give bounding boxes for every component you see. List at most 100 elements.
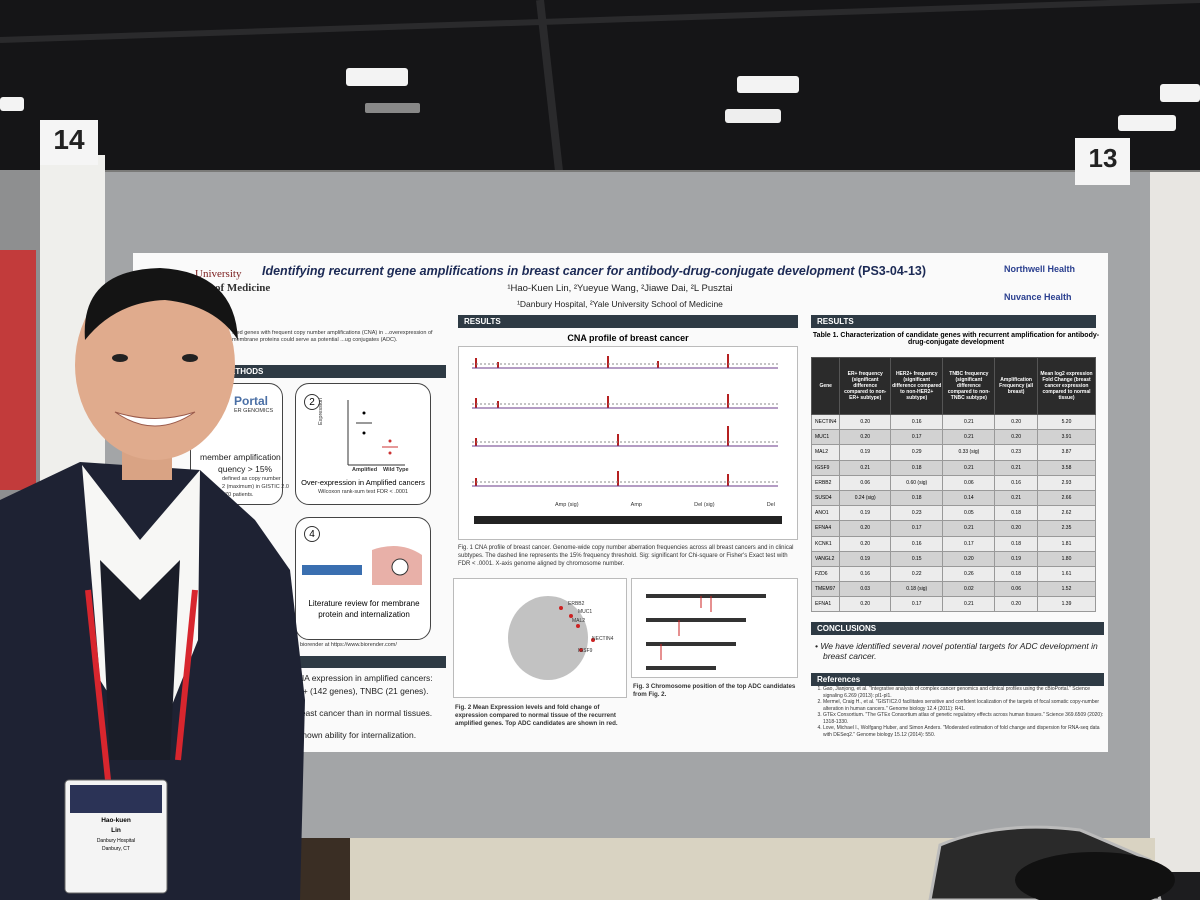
table-cell: 0.06	[942, 474, 996, 491]
box-text: member amplification	[200, 452, 281, 462]
section-header: RESULTS	[458, 315, 798, 328]
table-cell: 0.18 (sig)	[889, 581, 944, 598]
table-cell: 0.19	[839, 444, 891, 461]
table-cell: 0.21	[942, 596, 996, 613]
badge-name: Hao-kuen	[101, 817, 131, 824]
booth-number: 14	[53, 124, 85, 155]
legend-entry: Amp	[630, 502, 642, 508]
table-cell: 0.16	[889, 413, 944, 431]
table-cell: 0.22	[889, 565, 944, 583]
table-cell: 3.91	[1037, 429, 1096, 446]
conclusion: • We have identified several novel poten…	[815, 641, 1098, 661]
table-cell: 0.16	[889, 535, 944, 552]
legend: Amp (sig) Amp Del (sig) Del	[555, 502, 775, 509]
table-cell: MUC1	[810, 429, 841, 446]
table-cell: 0.20	[994, 429, 1039, 446]
table-cell: 0.21	[994, 459, 1039, 476]
box-text: Portal	[234, 394, 269, 408]
reference: Mermel, Craig H., et al. "GISTIC2.0 faci…	[823, 699, 1104, 712]
table-row: IGSF9 0.21 0.18 0.21 0.21 3.58	[810, 459, 1096, 476]
table-cell: 0.06	[994, 581, 1039, 598]
table-cell: 2.62	[1037, 505, 1096, 522]
box-text: Over-expression in Amplified cancers	[301, 478, 425, 487]
table-cell: 0.21	[839, 459, 891, 476]
reference: Love, Michael I., Wolfgang Huber, and Si…	[823, 725, 1104, 738]
table-cell: 3.87	[1037, 444, 1096, 461]
table-cell: SUSD4	[810, 489, 841, 507]
table-wrap: Gene ER+ frequency (significant differenc…	[810, 357, 1096, 613]
column-header: HER2+ frequency (significant difference …	[889, 357, 944, 415]
point-label: ERBB2	[568, 601, 585, 607]
table-cell: EFNA4	[810, 520, 841, 537]
badge-location: Danbury, CT	[102, 846, 130, 852]
table-cell: 0.02	[942, 581, 996, 598]
table-row: EFNA1 0.20 0.17 0.21 0.20 1.39	[810, 596, 1096, 613]
table-cell: 0.20	[942, 550, 996, 567]
poster-title: Identifying recurrent gene amplification…	[262, 264, 926, 278]
box-text: defined as copy number	[222, 476, 281, 482]
result-text: 2+ (142 genes), TNBC (21 genes).	[298, 686, 429, 696]
table-cell: ERBB2	[810, 474, 841, 491]
figure-caption: Fig. 1 CNA profile of breast cancer. Gen…	[458, 545, 794, 567]
point-label: MAL2	[572, 618, 586, 624]
title: Identifying recurrent gene amplification…	[262, 264, 855, 278]
table-cell: 0.18	[994, 505, 1039, 522]
table-cell: 0.05	[942, 505, 996, 522]
table-title: Table 1. Characterization of candidate g…	[812, 332, 1100, 346]
badge-name: Lin	[111, 827, 121, 834]
column-header: Amplification Frequency (all breast)	[994, 357, 1039, 415]
chromosome-figure	[631, 578, 798, 678]
person	[0, 268, 305, 900]
box-text: 2 (maximum) in GISTIC 2.0	[222, 484, 289, 490]
table-cell: 0.33 (sig)	[942, 444, 996, 461]
section-header	[300, 656, 446, 668]
table-cell: 2.66	[1037, 489, 1096, 507]
table-cell: 0.17	[889, 520, 944, 537]
result-text: known ability for internalization.	[298, 730, 417, 740]
credit: biorender at https://www.biorender.com/	[300, 642, 397, 648]
section-header: RESULTS	[811, 315, 1096, 328]
box-text: 970 patients.	[222, 492, 254, 498]
table-cell: 0.20	[839, 520, 891, 537]
result-text: NA expression in amplified cancers:	[298, 673, 433, 683]
header-row: Gene ER+ frequency (significant differenc…	[810, 357, 1096, 415]
table-cell: 0.18	[889, 459, 944, 476]
table-row: FZD6 0.16 0.22 0.26 0.18 1.61	[810, 565, 1096, 583]
table-cell: NECTIN4	[810, 413, 841, 431]
table-cell: 0.03	[839, 581, 891, 598]
table-cell: 2.35	[1037, 520, 1096, 537]
table-cell: TMEM97	[810, 581, 841, 598]
cna-figure	[458, 346, 798, 540]
logo-text: University	[195, 268, 242, 280]
table-cell: 0.20	[994, 596, 1039, 613]
axis-label: Amplified	[352, 467, 378, 473]
table-row: ANO1 0.19 0.23 0.05 0.18 2.62	[810, 505, 1096, 522]
table-cell: 0.23	[994, 444, 1039, 461]
box-text: Literature review for membrane protein a…	[308, 599, 420, 620]
logo-text: of Medicine	[215, 282, 271, 294]
table-cell: 1.52	[1037, 581, 1096, 598]
table-cell: KCNK1	[810, 535, 841, 552]
table-cell: 0.29	[889, 444, 944, 461]
table-row: VANGL2 0.19 0.15 0.20 0.19 1.80	[810, 550, 1096, 567]
table-cell: 0.06	[839, 474, 891, 491]
table: Gene ER+ frequency (significant differenc…	[810, 357, 1096, 613]
table-cell: 0.16	[994, 474, 1039, 491]
section-header: ETHODS	[228, 365, 446, 378]
table-row: TMEM97 0.03 0.18 (sig) 0.02 0.06 1.52	[810, 581, 1096, 598]
table-cell: 0.15	[889, 550, 944, 567]
section-header: References	[811, 673, 1104, 686]
table-cell: 0.60 (sig)	[889, 474, 944, 491]
table-cell: FZD6	[810, 565, 841, 583]
table-cell: VANGL2	[810, 550, 841, 567]
section-header: CONCLUSIONS	[811, 622, 1104, 635]
table-cell: 0.21	[942, 520, 996, 537]
point-label: IGSF9	[578, 648, 593, 654]
table-cell: 0.18	[889, 489, 944, 507]
table-cell: 0.16	[839, 565, 891, 583]
table-cell: 1.80	[1037, 550, 1096, 567]
table-cell: 0.26	[942, 565, 996, 583]
table-row: NECTIN4 0.20 0.16 0.21 0.20 5.20	[810, 413, 1096, 431]
table-cell: 0.17	[942, 535, 996, 552]
affiliations: ¹Danbury Hospital, ²Yale University Scho…	[517, 299, 723, 309]
